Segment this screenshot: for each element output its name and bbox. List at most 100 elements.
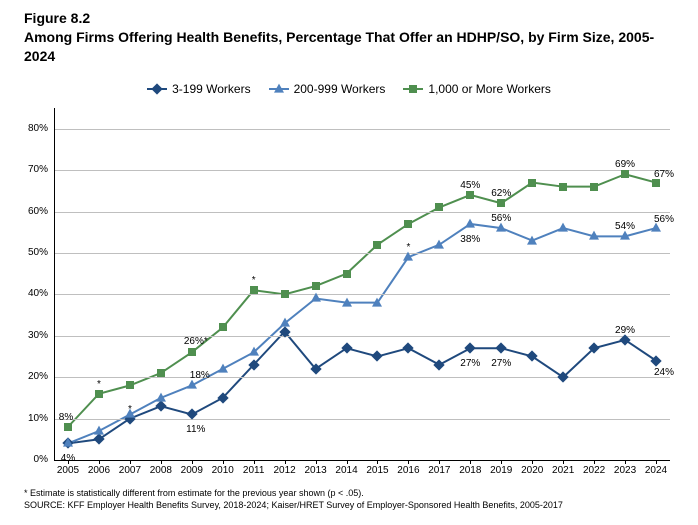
data-point: [465, 219, 475, 228]
gridline: [54, 170, 670, 171]
data-point: [435, 203, 443, 211]
point-label: 38%: [460, 234, 480, 245]
x-tick-label: 2014: [335, 465, 357, 476]
point-label: 11%: [186, 424, 205, 435]
data-point: [372, 297, 382, 306]
x-tick-label: 2023: [614, 465, 636, 476]
legend-label: 3-199 Workers: [172, 82, 250, 96]
x-tick-label: 2024: [645, 465, 667, 476]
point-label: 62%: [491, 188, 511, 199]
x-tick-label: 2010: [212, 465, 234, 476]
y-axis: [54, 108, 55, 460]
data-point: [125, 409, 135, 418]
y-tick-label: 50%: [18, 247, 48, 258]
significance-star: *: [252, 275, 256, 286]
data-point: [558, 223, 568, 232]
y-tick-label: 30%: [18, 330, 48, 341]
data-point: [250, 286, 258, 294]
data-point: [559, 183, 567, 191]
gridline: [54, 129, 670, 130]
data-point: [249, 347, 259, 356]
significance-star: *: [97, 379, 101, 390]
data-point: [94, 426, 104, 435]
data-point: [280, 318, 290, 327]
y-tick-label: 10%: [18, 413, 48, 424]
data-point: [64, 423, 72, 431]
x-tick-label: 2015: [366, 465, 388, 476]
point-label: 56%: [654, 214, 674, 225]
point-label: 26%*: [184, 336, 208, 347]
point-label: 18%: [190, 370, 210, 381]
figure-number: Figure 8.2: [24, 10, 674, 26]
x-tick-label: 2013: [304, 465, 326, 476]
data-point: [157, 369, 165, 377]
title-block: Figure 8.2 Among Firms Offering Health B…: [24, 10, 674, 66]
x-tick-label: 2020: [521, 465, 543, 476]
x-tick-label: 2019: [490, 465, 512, 476]
data-point: [373, 241, 381, 249]
data-point: [63, 438, 73, 447]
x-tick-label: 2018: [459, 465, 481, 476]
data-point: [589, 231, 599, 240]
data-point: [497, 199, 505, 207]
data-point: [466, 191, 474, 199]
x-tick-label: 2021: [552, 465, 574, 476]
x-tick-label: 2009: [181, 465, 203, 476]
data-point: [621, 170, 629, 178]
point-label: 27%: [491, 358, 511, 369]
gridline: [54, 419, 670, 420]
data-point: [95, 390, 103, 398]
figure-container: Figure 8.2 Among Firms Offering Health B…: [0, 0, 698, 525]
point-label: 27%: [460, 358, 480, 369]
y-tick-label: 20%: [18, 371, 48, 382]
data-point: [218, 363, 228, 372]
point-label: 56%: [491, 213, 511, 224]
x-tick-label: 2008: [150, 465, 172, 476]
footnote-significance: * Estimate is statistically different fr…: [24, 488, 364, 498]
point-label: 4%: [61, 453, 75, 464]
data-point: [219, 323, 227, 331]
point-label: 69%: [615, 159, 635, 170]
plot-svg: [54, 108, 670, 460]
point-label: 29%: [615, 325, 635, 336]
y-tick-label: 0%: [18, 454, 48, 465]
data-point: [590, 183, 598, 191]
x-tick-label: 2016: [397, 465, 419, 476]
data-point: [343, 270, 351, 278]
x-tick-label: 2017: [428, 465, 450, 476]
data-point: [342, 297, 352, 306]
point-label: 54%: [615, 221, 635, 232]
legend-item: 200-999 Workers: [269, 82, 386, 96]
x-axis: [54, 460, 670, 461]
gridline: [54, 336, 670, 337]
series-line: [68, 332, 656, 444]
data-point: [188, 348, 196, 356]
gridline: [54, 294, 670, 295]
x-tick-label: 2005: [57, 465, 79, 476]
series-line: [68, 224, 656, 443]
data-point: [156, 392, 166, 401]
legend-label: 1,000 or More Workers: [428, 82, 551, 96]
significance-star: *: [406, 242, 410, 253]
x-tick-label: 2006: [88, 465, 110, 476]
data-point: [126, 381, 134, 389]
legend-item: 3-199 Workers: [147, 82, 250, 96]
legend-label: 200-999 Workers: [294, 82, 386, 96]
legend: 3-199 Workers 200-999 Workers 1,000 or Mor…: [0, 82, 698, 96]
y-tick-label: 60%: [18, 206, 48, 217]
data-point: [528, 179, 536, 187]
gridline: [54, 377, 670, 378]
point-label: 45%: [460, 180, 480, 191]
y-tick-label: 70%: [18, 164, 48, 175]
point-label: 67%: [654, 169, 674, 180]
y-tick-label: 40%: [18, 288, 48, 299]
data-point: [404, 220, 412, 228]
data-point: [527, 235, 537, 244]
data-point: [652, 179, 660, 187]
gridline: [54, 212, 670, 213]
legend-item: 1,000 or More Workers: [403, 82, 551, 96]
point-label: 8%: [59, 412, 73, 423]
x-tick-label: 2011: [243, 465, 265, 476]
plot-area: 0%10%20%30%40%50%60%70%80%20052006200720…: [54, 108, 670, 460]
figure-title: Among Firms Offering Health Benefits, Pe…: [24, 28, 674, 66]
